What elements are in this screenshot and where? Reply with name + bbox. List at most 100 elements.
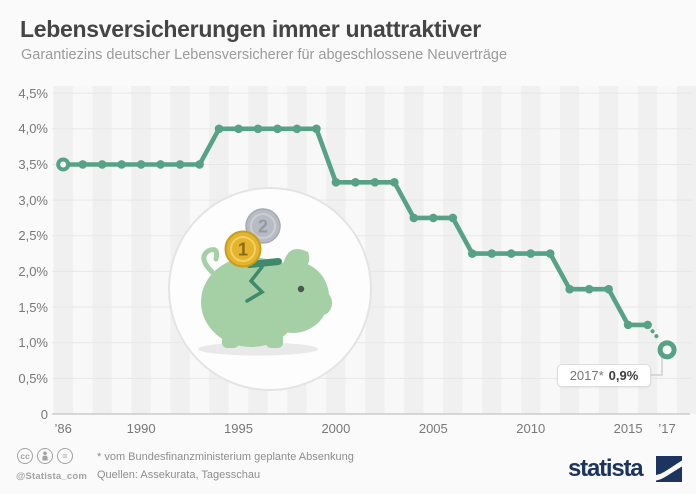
series-marker — [214, 124, 224, 134]
series-marker — [331, 177, 341, 187]
year-band — [384, 86, 405, 414]
year-band — [443, 86, 463, 414]
year-band — [150, 86, 171, 414]
year-band — [579, 86, 599, 414]
y-tick-label: 4,0% — [18, 121, 48, 137]
series-marker — [156, 160, 165, 169]
pig-leg — [266, 330, 283, 348]
value-callout: 2017* 0,9% — [557, 364, 651, 387]
year-band — [53, 86, 73, 414]
x-tick-label: 2010 — [516, 421, 546, 436]
y-tick-label: 1,5% — [18, 299, 48, 315]
chart-subtitle: Garantiezins deutscher Lebensversicherer… — [21, 47, 508, 63]
series-marker — [526, 249, 536, 258]
series-marker — [643, 320, 652, 330]
year-band — [559, 86, 580, 414]
series-marker — [292, 124, 302, 134]
series-marker — [506, 249, 516, 258]
y-tick-label: 3,0% — [18, 192, 48, 208]
series-marker — [117, 160, 126, 169]
pig-snout — [312, 291, 332, 315]
series-marker — [448, 213, 458, 223]
year-band — [111, 86, 132, 414]
cc-glyph: cc — [20, 451, 30, 461]
sources: Quellen: Assekurata, Tagesschau — [97, 469, 261, 481]
callout-connector-line — [650, 357, 663, 376]
year-band — [598, 86, 619, 414]
series-marker — [136, 160, 146, 169]
series-marker — [623, 320, 633, 330]
y-tick-label: 4,5% — [18, 85, 48, 101]
twitter-handle: @Statista_com — [16, 471, 87, 482]
y-tick-label: 2,0% — [18, 263, 48, 279]
x-tick-label: 2015 — [613, 421, 643, 436]
series-marker — [604, 284, 613, 294]
series-marker — [253, 124, 263, 134]
series-marker — [370, 177, 380, 187]
no-derivatives-icon: = — [57, 448, 73, 464]
y-tick-label: 2,5% — [18, 228, 48, 244]
year-band — [365, 86, 385, 414]
year-band — [423, 86, 444, 414]
nd-glyph: = — [62, 451, 68, 461]
series-marker — [487, 249, 497, 258]
data-point-markers — [56, 124, 677, 360]
series-marker — [545, 249, 555, 258]
series-marker — [273, 124, 282, 134]
y-tick-label: 0 — [40, 406, 48, 422]
silver-coin-icon: 2 — [245, 208, 281, 244]
series-marker — [97, 160, 107, 169]
silver-coin-label: 2 — [258, 217, 268, 237]
series-marker — [312, 124, 321, 134]
cc-icon: cc — [17, 448, 33, 464]
series-marker — [351, 177, 360, 187]
gold-coin-label: 1 — [238, 240, 248, 260]
series-marker — [429, 213, 438, 223]
piggy-bank-watermark: 2 1 — [168, 187, 372, 391]
footnote: * vom Bundesfinanzministerium geplante A… — [97, 451, 354, 463]
y-tick-label: 1,0% — [18, 335, 48, 351]
series-marker — [78, 160, 87, 169]
series-marker — [584, 284, 594, 294]
pig-head — [257, 261, 329, 333]
person-icon — [42, 451, 48, 461]
start-open-marker — [56, 157, 71, 172]
series-marker — [234, 124, 243, 134]
year-band — [92, 86, 112, 414]
callout-value: 0,9% — [608, 368, 639, 383]
x-tick-label: 2000 — [321, 421, 351, 436]
series-marker — [409, 213, 419, 223]
pig-eye — [297, 285, 305, 293]
year-band — [404, 86, 424, 414]
series-marker — [565, 284, 574, 294]
license-icons: cc = — [17, 448, 73, 464]
series-marker — [175, 160, 185, 169]
page-title: Lebensversicherungen immer unattraktiver — [20, 16, 481, 42]
year-band — [618, 86, 638, 414]
series-marker — [467, 249, 477, 258]
series-marker — [390, 177, 399, 187]
callout-year: 2017* — [569, 368, 604, 383]
x-tick-label: 1995 — [224, 421, 253, 436]
year-band — [72, 86, 93, 414]
y-tick-label: 0,5% — [18, 370, 48, 386]
x-tick-label: ’17 — [658, 421, 676, 436]
y-tick-label: 3,5% — [18, 156, 48, 172]
pig-ear — [283, 248, 310, 272]
attribution-icon — [37, 448, 53, 464]
pig-tail — [201, 247, 220, 275]
series-marker — [195, 160, 204, 169]
x-tick-label: ’86 — [54, 421, 72, 436]
projected-segment — [650, 329, 662, 342]
x-tick-label: 1990 — [126, 421, 156, 436]
year-band — [131, 86, 151, 414]
pig-leg — [222, 330, 239, 348]
year-band — [657, 86, 677, 414]
statista-logo-icon — [656, 456, 682, 482]
statista-wordmark: statista — [568, 455, 644, 482]
pig-crack — [245, 265, 265, 303]
x-tick-label: 2005 — [418, 421, 448, 436]
annotation-connector — [650, 357, 663, 376]
